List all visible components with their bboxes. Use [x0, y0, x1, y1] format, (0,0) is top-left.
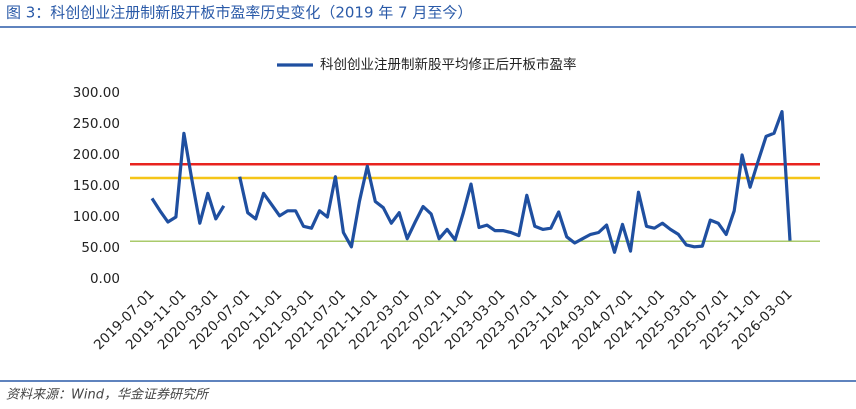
y-tick-label: 0.00 — [90, 271, 120, 287]
y-tick-label: 300.00 — [73, 85, 120, 101]
y-tick-label: 200.00 — [73, 147, 120, 163]
source-note: 资料来源：Wind，华金证券研究所 — [6, 387, 210, 403]
y-tick-label: 250.00 — [73, 116, 120, 132]
y-tick-label: 50.00 — [81, 240, 120, 256]
y-tick-label: 100.00 — [73, 209, 120, 225]
y-tick-label: 150.00 — [73, 178, 120, 194]
legend-label: 科创创业注册制新股平均修正后开板市盈率 — [320, 56, 577, 73]
series-line — [150, 110, 792, 254]
figure-title: 图 3：科创创业注册制新股开板市盈率历史变化（2019 年 7 月至今） — [6, 4, 472, 22]
